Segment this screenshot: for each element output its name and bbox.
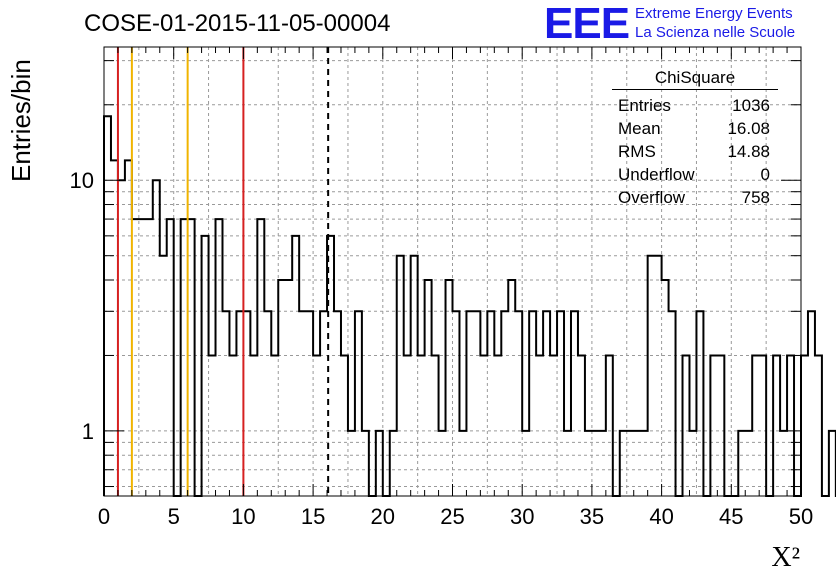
stats-row: Underflow 0 [612,163,778,186]
stats-value: 1036 [732,96,770,115]
stats-row: Overflow 758 [612,186,778,209]
stats-value: 0 [760,165,770,184]
x-tick-label: 5 [168,504,180,529]
stats-row: Entries 1036 [612,94,778,117]
stats-row: Mean 16.08 [612,117,778,140]
stats-title: ChiSquare [612,66,778,90]
x-tick-label: 50 [789,504,813,529]
x-tick-label: 25 [440,504,464,529]
x-tick-label: 15 [301,504,325,529]
x-tick-label: 10 [231,504,255,529]
stats-label: Mean [618,119,661,138]
logo-line-1: Extreme Energy Events [635,5,793,22]
stats-label: Entries [618,96,671,115]
x-axis-label: X² [771,542,800,572]
y-tick-label: 1 [82,419,94,444]
y-tick-label: 10 [70,168,94,193]
x-tick-label: 40 [649,504,673,529]
eee-logo: EEE Extreme Energy Events La Scienza nel… [544,2,795,46]
stats-box: ChiSquare Entries 1036 Mean 16.08 RMS 14… [612,66,778,209]
stats-label: RMS [618,142,656,161]
stats-row: RMS 14.88 [612,140,778,163]
stats-label: Underflow [618,165,695,184]
stats-value: 758 [741,188,770,207]
chart-title: COSE-01-2015-11-05-00004 [84,10,391,37]
y-axis-label: Entries/bin [6,59,36,182]
x-tick-label: 45 [719,504,743,529]
stats-value: 16.08 [727,119,770,138]
logo-caption: Extreme Energy Events La Scienza nelle S… [635,4,795,42]
x-tick-label: 0 [98,504,110,529]
logo-mark: EEE [544,0,630,48]
logo-line-2: La Scienza nelle Scuole [635,24,796,41]
stats-label: Overflow [618,188,686,207]
stats-value: 14.88 [727,142,770,161]
x-tick-label: 30 [510,504,534,529]
x-tick-label: 35 [580,504,604,529]
histogram-series [103,115,836,497]
x-tick-label: 20 [371,504,395,529]
